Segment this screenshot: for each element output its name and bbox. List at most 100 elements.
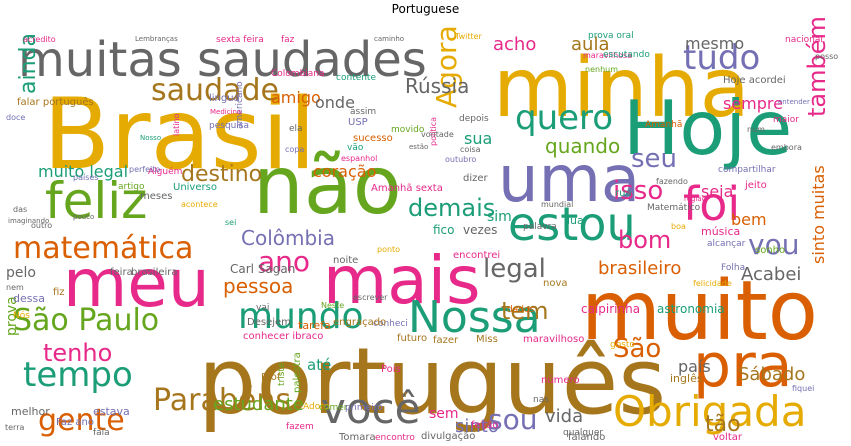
word-muito-legal: muito legal	[38, 162, 129, 181]
word-feliz: feliz	[45, 172, 148, 230]
word-feira: feira	[110, 267, 133, 278]
word-contente: contente	[336, 73, 376, 83]
word-nacional: nacional	[785, 35, 823, 45]
word-colombia: Colômbia	[241, 226, 335, 250]
word-coisa: coisa	[460, 145, 481, 154]
word-acho: acho	[493, 34, 537, 55]
word-fala: fala	[93, 428, 110, 438]
word-matematica: matemática	[13, 231, 194, 266]
word-nas: nas	[533, 395, 549, 405]
word-muito: muito	[581, 264, 818, 359]
word-fico: fico	[433, 223, 455, 237]
word-nos: Nós	[13, 311, 30, 321]
word-ingles: inglês	[670, 372, 703, 385]
word-das: das	[13, 205, 28, 214]
word-meses: meses	[140, 191, 173, 202]
word-dados: dados	[507, 305, 535, 315]
word-acredito: acredito	[23, 35, 56, 44]
word-tudo: tudo	[683, 38, 761, 78]
word-lua: lua	[567, 214, 584, 227]
word-maravilhosa: maravilhosa	[583, 51, 633, 60]
word-sim: sim	[487, 209, 512, 225]
word-maravilhoso: maravilhoso	[523, 334, 585, 345]
word-divulgacao: divulgação	[421, 431, 476, 442]
word-amanha: Amanhã	[645, 120, 683, 130]
word-faz-ano: Faz ano	[56, 417, 94, 428]
word-fiquei: fiquei	[792, 384, 815, 393]
word-onde: onde	[315, 93, 355, 112]
word-vai: vai	[256, 303, 270, 313]
word-comer: comer	[319, 403, 348, 413]
word-matematico: Matemático	[647, 203, 701, 213]
word-seu: seu	[631, 144, 678, 174]
word-mesmo: mesmo	[685, 34, 745, 53]
word-melhor: melhor	[11, 405, 50, 418]
word-nenhum: nenhum	[585, 65, 618, 74]
word-voce: você	[321, 384, 421, 433]
word-vida: vida	[545, 406, 584, 427]
word-bom: bom	[618, 226, 672, 254]
word-alcancar: alcançar	[707, 239, 746, 249]
word-tao: tão	[705, 412, 741, 437]
word-artigo: artigo	[118, 182, 145, 192]
word-pessoa: pessoa	[223, 274, 294, 298]
word-aula: aula	[571, 34, 610, 55]
word-tenho: tenho	[43, 339, 113, 367]
word-quando: quando	[545, 134, 621, 158]
word-desejem: Desejem	[247, 317, 291, 328]
word-minha: minha	[493, 41, 750, 136]
word-pelo: pelo	[6, 265, 36, 281]
word-legal: legal	[483, 254, 546, 284]
word-ponto: ponto	[377, 245, 401, 254]
word-num: num	[747, 125, 765, 134]
word-tarefa: tarefa	[298, 319, 331, 332]
word-hoje-acordei: Hoje acordei	[723, 75, 786, 86]
word-universo: Universo	[173, 182, 217, 193]
word-rua: rua	[615, 188, 632, 199]
word-tomara: Tomara	[339, 432, 376, 443]
word-numero: número	[541, 375, 580, 386]
word-nova: nova	[543, 278, 568, 289]
word-alguem: Alguém	[148, 167, 183, 177]
word-vou: vou	[748, 228, 800, 261]
word-bem: bem	[731, 210, 767, 229]
word-engracado: engraçado	[333, 317, 387, 328]
word-amanha-sexta: Amanhã sexta	[371, 183, 443, 194]
word-felicidade: felicidade	[693, 279, 732, 288]
word-adoro: Adoro	[303, 402, 330, 412]
word-uma: uma	[498, 143, 641, 217]
word-assim: assim	[350, 107, 377, 117]
word-folha: Folha	[721, 263, 746, 273]
word-vezes: vezes	[463, 223, 498, 237]
word-parabens: Parabéns	[153, 383, 291, 418]
word-fazem: fazem	[286, 422, 314, 432]
word-colombiana: Colombiana	[271, 69, 325, 79]
word-russia: Rússia	[405, 74, 470, 98]
word-movido: movido	[391, 125, 425, 135]
word-twitter: Twitter	[455, 32, 482, 41]
word-jeito: jeito	[745, 180, 767, 191]
word-cloud: Brasil português muito minha não Hoje uma meu ma…	[3, 16, 848, 443]
word-isso: isso	[613, 176, 664, 206]
word-sem: sem	[429, 406, 459, 422]
word-nao: não	[253, 139, 402, 232]
word-acabei: Acabei	[741, 264, 802, 285]
word-nem: nem	[6, 283, 24, 292]
word-mundo: mundo	[238, 296, 364, 337]
word-tempo: tempo	[23, 355, 133, 395]
word-dizer: dizer	[463, 173, 488, 184]
word-ate: até	[307, 356, 332, 374]
word-futuro: futuro	[397, 333, 428, 344]
word-voltar: voltar	[713, 432, 742, 443]
word-brasileiro: brasileiro	[598, 258, 682, 279]
word-foi: foi	[683, 177, 741, 231]
word-prova-oral: prova oral	[588, 31, 634, 41]
word-fiz: fiz	[53, 287, 65, 298]
word-ter: ter	[395, 390, 408, 400]
word-sinto-muitas: sinto muitas	[809, 165, 828, 264]
word-muitas-saudades: muitas saudades	[18, 32, 427, 88]
word-quero: quero	[515, 98, 614, 138]
word-compartilhar: compartilhar	[718, 165, 776, 175]
chart-title: Portuguese	[391, 2, 460, 16]
word-sua: sua	[464, 129, 493, 148]
